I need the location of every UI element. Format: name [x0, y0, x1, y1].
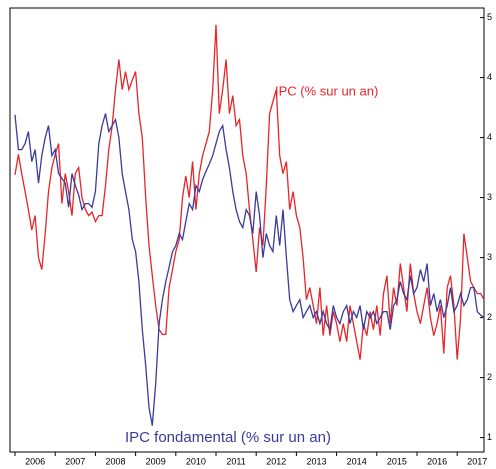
x-tick-label: 2012	[266, 456, 286, 466]
x-tick-label: 2016	[427, 456, 447, 466]
y-tick-label: 4	[487, 132, 492, 142]
x-tick-label: 2011	[226, 456, 245, 466]
y-tick-label: 2	[487, 312, 492, 322]
plot-frame	[9, 7, 485, 453]
y-tick-label: 1	[487, 432, 492, 442]
x-tick-label: 2013	[306, 456, 326, 466]
y-tick-label: 5	[487, 12, 492, 22]
x-tick-label: 2015	[387, 456, 407, 466]
y-tick-label: 2	[487, 372, 492, 382]
x-tick-label: 2007	[65, 456, 85, 466]
line-series	[14, 24, 485, 360]
line-series	[14, 113, 485, 426]
x-tick-label: 2010	[186, 456, 206, 466]
x-tick-label: 2017	[467, 456, 487, 466]
x-tick-label: 2014	[347, 456, 367, 466]
series-label: IPC (% sur un an)	[275, 83, 378, 98]
x-tick-label: 2009	[146, 456, 166, 466]
x-tick-label: 2006	[25, 456, 45, 466]
y-tick-label: 3	[487, 192, 492, 202]
series-label: IPC fondamental (% sur un an)	[125, 429, 331, 446]
x-tick-label: 2008	[105, 456, 125, 466]
y-tick-label: 3	[487, 252, 492, 262]
y-tick-label: 4	[487, 72, 492, 82]
